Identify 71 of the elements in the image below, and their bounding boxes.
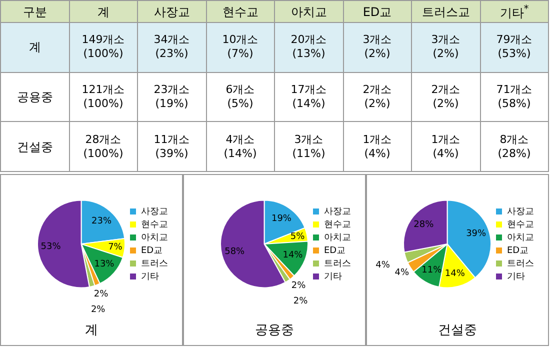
- text: 149개소 (100%): [82, 33, 125, 60]
- data-label: 4%: [376, 260, 390, 270]
- legend-label: 기타: [507, 272, 525, 282]
- legend-label: 현수교: [507, 220, 534, 230]
- legend-label: 트러스: [507, 258, 534, 269]
- category-label: 아치교: [274, 0, 343, 22]
- data-label: 4%: [394, 268, 410, 278]
- legend-label: 기타: [324, 272, 342, 282]
- data-label: 39%: [466, 228, 487, 239]
- data-label: 14%: [282, 250, 304, 261]
- legend-label: 사장교: [507, 206, 534, 217]
- data-label: 58%: [224, 246, 246, 257]
- data-label: 2%: [94, 289, 109, 300]
- category-label: 구분: [0, 0, 69, 22]
- data-label: 23%: [91, 216, 112, 226]
- category-label: 사장교: [138, 0, 206, 22]
- text: 3개소 (11%): [292, 132, 326, 160]
- legend-label: 아치교: [141, 232, 168, 243]
- text: 1개소 (4%): [362, 132, 392, 160]
- legend-label: 사장교: [324, 206, 351, 217]
- text: 79개소 (53%): [496, 33, 532, 60]
- category-label: 공용중: [16, 90, 53, 104]
- category-label: 계: [69, 0, 138, 22]
- category-label: 현수교: [206, 0, 274, 22]
- category-label: ED교: [343, 0, 412, 22]
- data-label: 14%: [444, 269, 466, 280]
- category-label: 기타$^{*}$: [480, 0, 548, 22]
- data-label: 53%: [40, 242, 62, 252]
- text: 71개소 (58%): [496, 82, 532, 110]
- legend-label: 트러스: [141, 258, 168, 269]
- text: 28개소 (100%): [83, 132, 124, 160]
- text: 11개소 (39%): [154, 132, 190, 160]
- data-label: 11%: [422, 266, 442, 276]
- category-label: 건설중: [16, 140, 53, 154]
- text: 3개소 (2%): [362, 33, 392, 60]
- category-label: 계: [28, 40, 41, 54]
- text: 121개소 (100%): [82, 82, 125, 110]
- data-label: 28%: [414, 220, 434, 230]
- legend-label: 트러스: [324, 258, 351, 269]
- data-label: 7%: [108, 242, 123, 253]
- text: 6개소 (5%): [226, 82, 255, 110]
- text: 계: [84, 322, 99, 340]
- text: 공용중: [254, 322, 295, 340]
- category-label: 트러스교: [412, 0, 480, 22]
- legend-label: 아치교: [507, 232, 534, 243]
- data-label: 2%: [293, 296, 308, 307]
- data-label: 19%: [271, 214, 292, 224]
- text: 2개소 (2%): [431, 82, 460, 110]
- data-label: 5%: [290, 232, 306, 242]
- data-label: 13%: [94, 260, 115, 270]
- text: 4개소 (14%): [224, 132, 257, 160]
- legend-label: ED교: [324, 246, 346, 256]
- legend-label: ED교: [507, 246, 529, 256]
- text: 20개소 (13%): [290, 33, 327, 60]
- legend-label: 현수교: [324, 220, 351, 230]
- text: 2개소 (2%): [362, 82, 392, 110]
- text: 23개소 (19%): [154, 82, 190, 110]
- text: 8개소 (28%): [498, 132, 531, 160]
- text: 17개소 (14%): [290, 82, 327, 110]
- legend-label: 사장교: [141, 206, 168, 217]
- data-label: 2%: [90, 304, 106, 315]
- text: 3개소 (2%): [431, 33, 460, 60]
- legend-label: 현수교: [141, 220, 168, 230]
- text: 10개소 (7%): [222, 33, 258, 60]
- legend-label: 기타: [141, 272, 159, 282]
- legend-label: ED교: [141, 246, 163, 256]
- data-label: 2%: [291, 280, 306, 291]
- text: 34개소 (23%): [154, 33, 190, 60]
- text: 건설중: [437, 322, 478, 340]
- text: 1개소 (4%): [431, 132, 460, 160]
- legend-label: 아치교: [324, 232, 351, 243]
